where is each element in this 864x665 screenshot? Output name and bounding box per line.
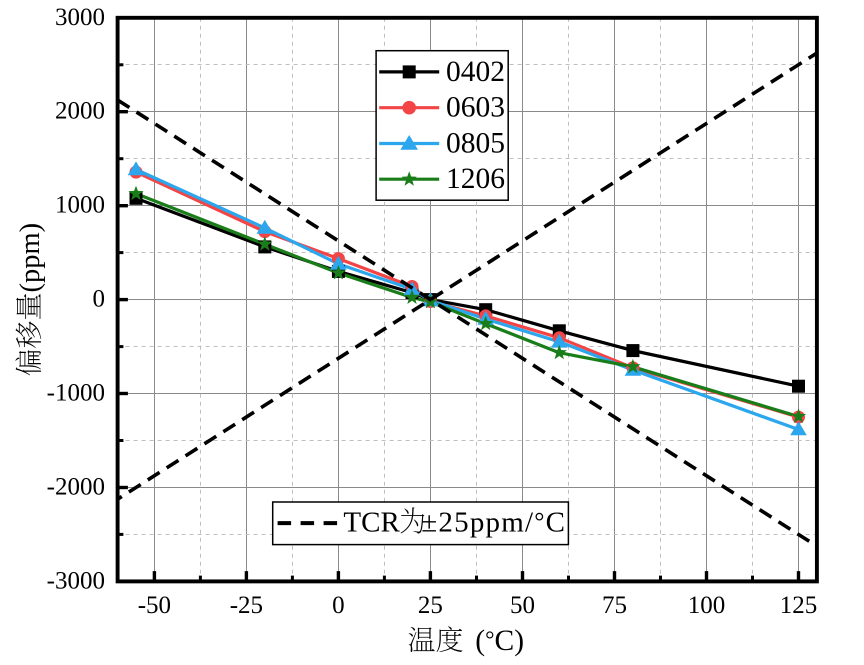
svg-text:125: 125 bbox=[780, 592, 818, 619]
svg-text:-2000: -2000 bbox=[47, 474, 105, 501]
svg-text:3000: 3000 bbox=[55, 4, 105, 31]
svg-text:-3000: -3000 bbox=[47, 567, 105, 594]
svg-text:50: 50 bbox=[510, 592, 535, 619]
svg-text:-1000: -1000 bbox=[47, 380, 105, 407]
svg-text:TCR: TCR bbox=[343, 507, 400, 539]
svg-text:75: 75 bbox=[602, 592, 627, 619]
svg-text:1000: 1000 bbox=[55, 192, 105, 219]
svg-text:-25: -25 bbox=[230, 592, 263, 619]
svg-text:25: 25 bbox=[418, 592, 443, 619]
svg-text:(ppm): (ppm) bbox=[15, 223, 46, 293]
svg-text:0: 0 bbox=[332, 592, 345, 619]
svg-text:2000: 2000 bbox=[55, 98, 105, 125]
svg-text:1206: 1206 bbox=[446, 163, 505, 195]
svg-text:(°C): (°C) bbox=[475, 625, 524, 657]
svg-text:100: 100 bbox=[688, 592, 726, 619]
svg-text:0: 0 bbox=[93, 286, 106, 313]
svg-text:-50: -50 bbox=[138, 592, 171, 619]
svg-text:0402: 0402 bbox=[446, 56, 505, 88]
svg-text:±25ppm/°C: ±25ppm/°C bbox=[421, 507, 566, 539]
svg-text:0603: 0603 bbox=[446, 92, 505, 124]
svg-text:0805: 0805 bbox=[446, 128, 505, 160]
